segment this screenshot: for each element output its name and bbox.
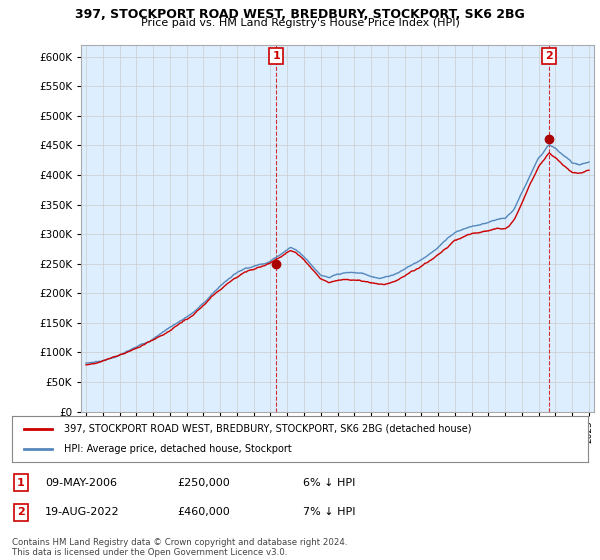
Text: HPI: Average price, detached house, Stockport: HPI: Average price, detached house, Stoc…	[64, 444, 292, 454]
Text: 2: 2	[545, 51, 553, 61]
Text: 1: 1	[272, 51, 280, 61]
Text: 7% ↓ HPI: 7% ↓ HPI	[303, 507, 355, 517]
Text: 2: 2	[17, 507, 25, 517]
Text: 09-MAY-2006: 09-MAY-2006	[45, 478, 117, 488]
Text: £460,000: £460,000	[177, 507, 230, 517]
Text: 19-AUG-2022: 19-AUG-2022	[45, 507, 119, 517]
Text: 1: 1	[17, 478, 25, 488]
Text: 397, STOCKPORT ROAD WEST, BREDBURY, STOCKPORT, SK6 2BG (detached house): 397, STOCKPORT ROAD WEST, BREDBURY, STOC…	[64, 424, 472, 434]
Text: Price paid vs. HM Land Registry's House Price Index (HPI): Price paid vs. HM Land Registry's House …	[140, 18, 460, 29]
Text: 6% ↓ HPI: 6% ↓ HPI	[303, 478, 355, 488]
Text: 397, STOCKPORT ROAD WEST, BREDBURY, STOCKPORT, SK6 2BG: 397, STOCKPORT ROAD WEST, BREDBURY, STOC…	[75, 8, 525, 21]
Text: £250,000: £250,000	[177, 478, 230, 488]
Text: Contains HM Land Registry data © Crown copyright and database right 2024.
This d: Contains HM Land Registry data © Crown c…	[12, 538, 347, 557]
